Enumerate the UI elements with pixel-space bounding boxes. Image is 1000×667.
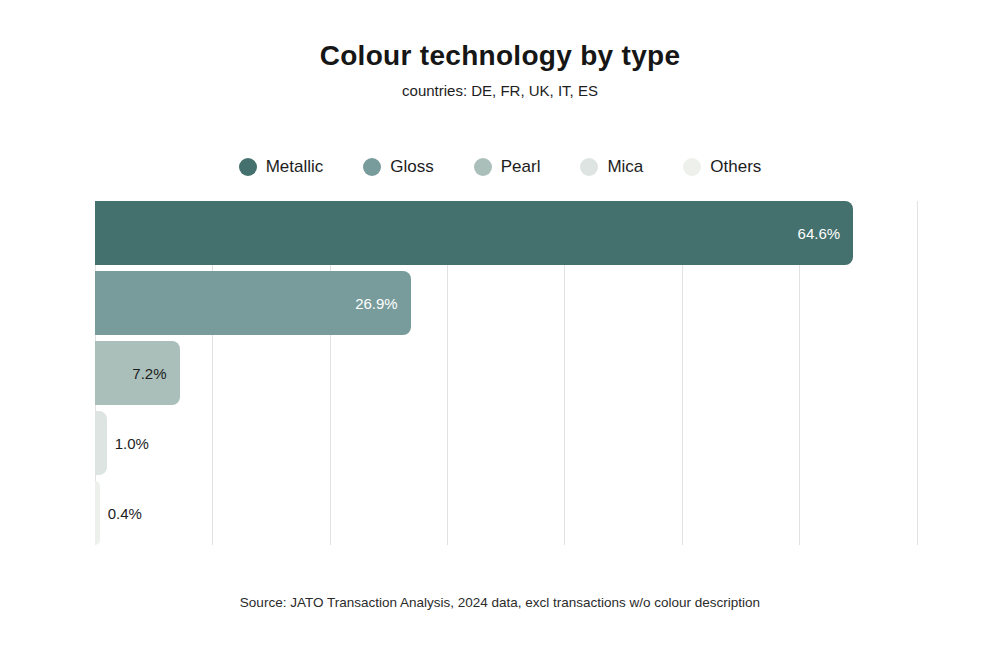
bar-row-metallic: 64.6% bbox=[95, 201, 940, 265]
bar-value-label: 64.6% bbox=[798, 225, 841, 242]
bar-row-pearl: 7.2% bbox=[95, 341, 940, 405]
bar-gloss: 26.9% bbox=[95, 271, 411, 335]
bar-others bbox=[95, 481, 100, 545]
legend-label: Metallic bbox=[266, 157, 324, 177]
legend-label: Others bbox=[710, 157, 761, 177]
legend-label: Gloss bbox=[390, 157, 433, 177]
legend-item-mica: Mica bbox=[580, 157, 643, 177]
legend-dot-metallic bbox=[239, 158, 257, 176]
legend-label: Mica bbox=[607, 157, 643, 177]
legend-dot-pearl bbox=[474, 158, 492, 176]
bar-value-label: 7.2% bbox=[132, 365, 166, 382]
bars: 64.6% 26.9% 7.2% 1.0% 0.4% bbox=[95, 201, 940, 545]
legend-dot-mica bbox=[580, 158, 598, 176]
legend-item-metallic: Metallic bbox=[239, 157, 324, 177]
bar-row-mica: 1.0% bbox=[95, 411, 940, 475]
bar-value-label: 26.9% bbox=[355, 295, 398, 312]
source-note: Source: JATO Transaction Analysis, 2024 … bbox=[0, 595, 1000, 610]
chart-subtitle: countries: DE, FR, UK, IT, ES bbox=[0, 82, 1000, 99]
legend: Metallic Gloss Pearl Mica Others bbox=[0, 157, 1000, 177]
page: Colour technology by type countries: DE,… bbox=[0, 0, 1000, 667]
bar-chart: 64.6% 26.9% 7.2% 1.0% 0.4% bbox=[95, 201, 940, 545]
legend-item-gloss: Gloss bbox=[363, 157, 433, 177]
bar-pearl: 7.2% bbox=[95, 341, 180, 405]
bar-mica bbox=[95, 411, 107, 475]
legend-dot-others bbox=[683, 158, 701, 176]
bar-value-label: 1.0% bbox=[115, 435, 149, 452]
chart-footer: Source: JATO Transaction Analysis, 2024 … bbox=[0, 595, 1000, 610]
legend-label: Pearl bbox=[501, 157, 541, 177]
bar-row-others: 0.4% bbox=[95, 481, 940, 545]
legend-item-others: Others bbox=[683, 157, 761, 177]
legend-item-pearl: Pearl bbox=[474, 157, 541, 177]
chart-header: Colour technology by type countries: DE,… bbox=[0, 0, 1000, 99]
bar-value-label: 0.4% bbox=[108, 505, 142, 522]
chart-title: Colour technology by type bbox=[0, 40, 1000, 72]
bar-metallic: 64.6% bbox=[95, 201, 853, 265]
legend-dot-gloss bbox=[363, 158, 381, 176]
bar-row-gloss: 26.9% bbox=[95, 271, 940, 335]
